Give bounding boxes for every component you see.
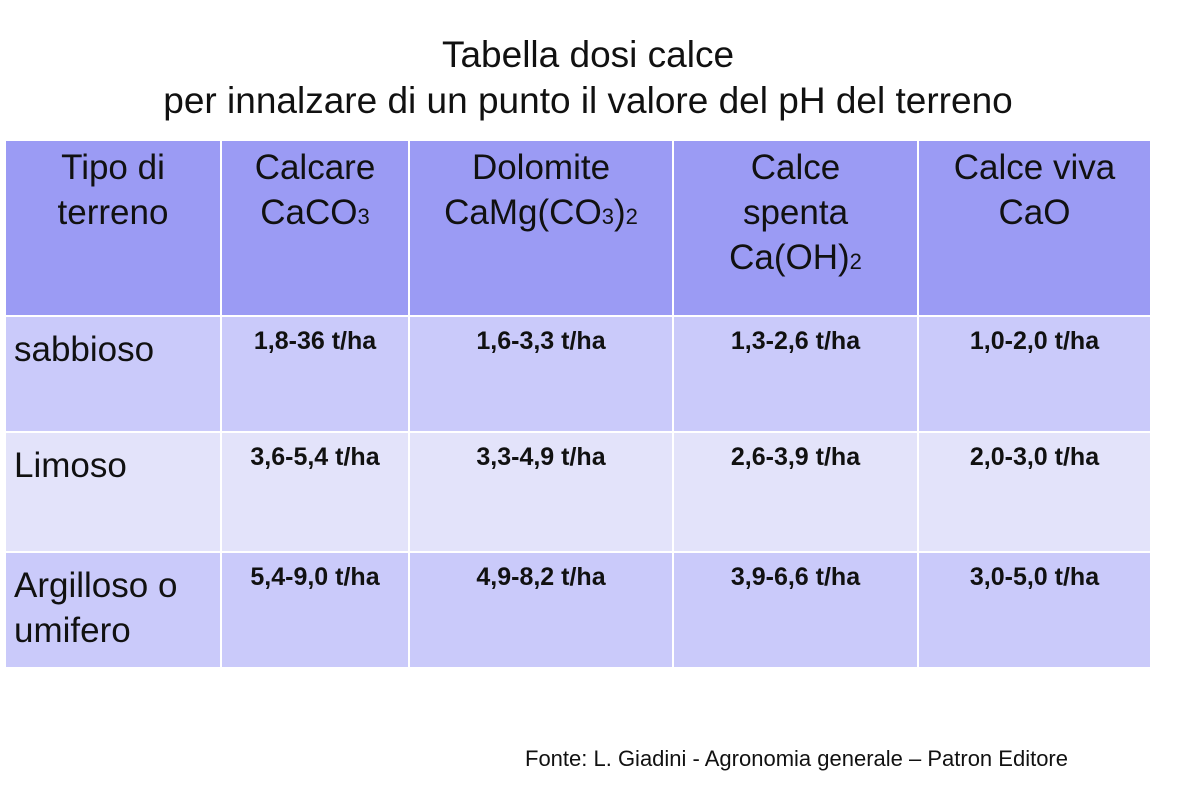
title-line: per innalzare di un punto il valore del … — [163, 80, 1013, 121]
header-line: Calce — [674, 145, 917, 190]
header-text: CaO — [998, 193, 1071, 232]
dose-cell: 3,6-5,4 t/ha — [220, 431, 410, 553]
title: Tabella dosi calce per innalzare di un pu… — [0, 32, 1176, 124]
dose-table: Tipo di terreno Calcare CaCO3 Dolomite CaMg(C… — [4, 139, 1152, 669]
header-text: Calcare — [254, 148, 376, 187]
label-line: sabbioso — [14, 330, 155, 369]
source: Fonte: L. Giadini - Agronomia generale –… — [525, 746, 1068, 771]
title-line: Tabella dosi calce — [441, 34, 735, 75]
label-line: Limoso — [14, 446, 127, 485]
header-cell: Tipo di terreno — [4, 139, 222, 317]
header-line: CaO — [919, 190, 1150, 235]
header-line: Tipo di — [6, 145, 220, 190]
dose-cell: 5,4-9,0 t/ha — [220, 551, 410, 669]
header-line: terreno — [6, 190, 220, 235]
table-row: Limoso 3,6-5,4 t/ha 3,3-4,9 t/ha 2,6-3,9 t/… — [4, 431, 1152, 553]
subscript: 3 — [601, 204, 614, 229]
header-line: CaCO3 — [222, 190, 408, 239]
dose-cell: 1,6-3,3 t/ha — [408, 315, 674, 433]
dose-cell: 4,9-8,2 t/ha — [408, 551, 674, 669]
header-line: spenta — [674, 190, 917, 235]
header-line: Calcare — [222, 145, 408, 190]
row-label: Limoso — [4, 431, 222, 553]
dose-cell: 2,6-3,9 t/ha — [672, 431, 919, 553]
header-cell: Calcare CaCO3 — [220, 139, 410, 317]
header-line: Calce viva — [919, 145, 1150, 190]
header-text: Tipo di — [61, 148, 165, 187]
header-text: Calce — [750, 148, 841, 187]
dose-cell: 3,9-6,6 t/ha — [672, 551, 919, 669]
row-label: Argilloso o umifero — [4, 551, 222, 669]
header-line: Dolomite — [410, 145, 672, 190]
header-text: terreno — [57, 193, 169, 232]
label-line: Argilloso o — [14, 566, 178, 605]
row-label: sabbioso — [4, 315, 222, 433]
header-text: Dolomite — [471, 148, 611, 187]
dose-cell: 3,0-5,0 t/ha — [917, 551, 1152, 669]
header-cell: Calce viva CaO — [917, 139, 1152, 317]
header-line: Ca(OH)2 — [674, 235, 917, 284]
dose-cell: 3,3-4,9 t/ha — [408, 431, 674, 553]
header-cell: Calce spenta Ca(OH)2 — [672, 139, 919, 317]
subscript: 3 — [357, 204, 370, 229]
subscript: 2 — [625, 204, 638, 229]
header-text: Calce viva — [953, 148, 1116, 187]
dose-cell: 1,3-2,6 t/ha — [672, 315, 919, 433]
table-row: sabbioso 1,8-36 t/ha 1,6-3,3 t/ha 1,3-2,6 t… — [4, 315, 1152, 433]
label-line: umifero — [14, 611, 131, 650]
header-text: CaCO — [260, 193, 358, 232]
subscript: 2 — [849, 249, 862, 274]
header-line: CaMg(CO3)2 — [410, 190, 672, 239]
header-text: Ca(OH) — [729, 238, 850, 277]
table-row: Argilloso o umifero 5,4-9,0 t/ha 4,9-8,2 t/… — [4, 551, 1152, 669]
header-text: spenta — [742, 193, 849, 232]
header-row: Tipo di terreno Calcare CaCO3 Dolomite CaMg(C… — [4, 139, 1152, 317]
header-text: CaMg(CO — [444, 193, 602, 232]
dose-cell: 1,0-2,0 t/ha — [917, 315, 1152, 433]
dose-cell: 2,0-3,0 t/ha — [917, 431, 1152, 553]
header-text: ) — [613, 193, 626, 232]
dose-cell: 1,8-36 t/ha — [220, 315, 410, 433]
header-cell: Dolomite CaMg(CO3)2 — [408, 139, 674, 317]
